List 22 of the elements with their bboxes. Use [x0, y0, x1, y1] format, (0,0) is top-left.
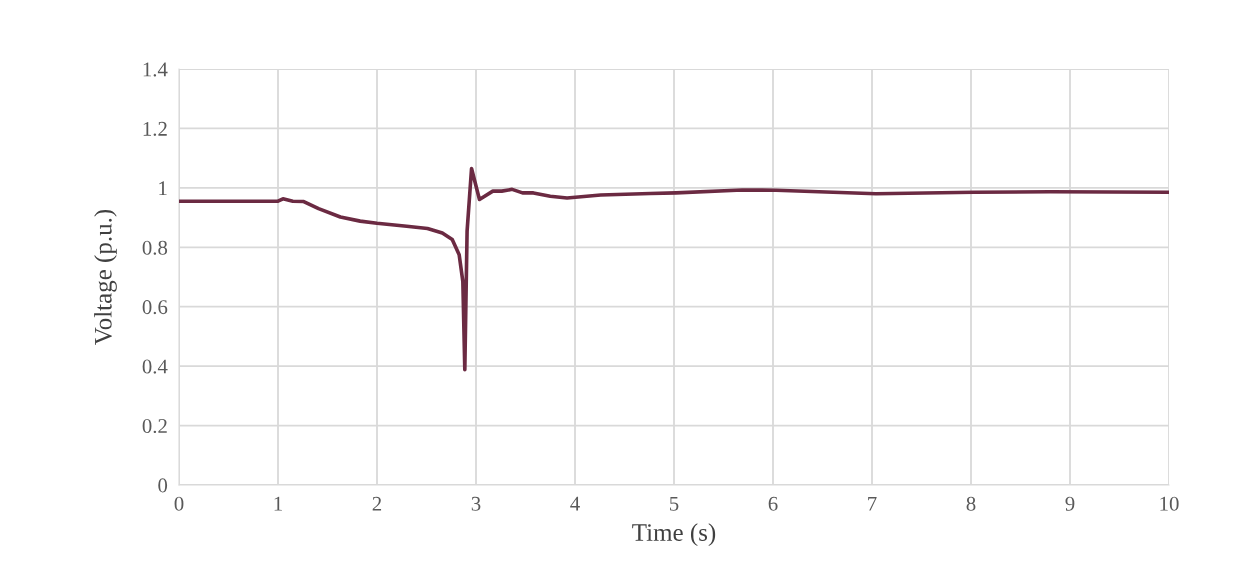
x-tick-label: 10: [1160, 496, 1179, 511]
x-tick-label: 6: [768, 496, 778, 511]
line-series: [179, 166, 1169, 372]
x-tick-label: 2: [372, 496, 382, 511]
y-tick-label: 1: [159, 181, 167, 196]
y-tick-label: 1.2: [143, 121, 167, 136]
x-tick-label: 5: [670, 496, 679, 511]
x-tick-label: 1: [274, 496, 282, 511]
x-axis-title: Time (s): [632, 523, 716, 547]
y-tick-label: 0.4: [142, 359, 168, 374]
x-tick-label: 0: [174, 496, 184, 511]
y-tick-label: 1.4: [143, 62, 168, 77]
x-tick-label: 4: [570, 496, 580, 511]
x-tick-label: 3: [471, 496, 481, 511]
y-tick-label: 0: [158, 478, 168, 493]
x-tick-label: 7: [868, 496, 877, 511]
y-tick-label: 0.2: [142, 418, 167, 434]
y-axis-title: Voltage (p.u.): [94, 209, 117, 345]
x-tick-label: 8: [966, 496, 976, 511]
x-tick-label: 9: [1065, 496, 1075, 511]
y-tick-label: 0.8: [142, 240, 168, 255]
y-tick-label: 0.6: [142, 300, 168, 315]
